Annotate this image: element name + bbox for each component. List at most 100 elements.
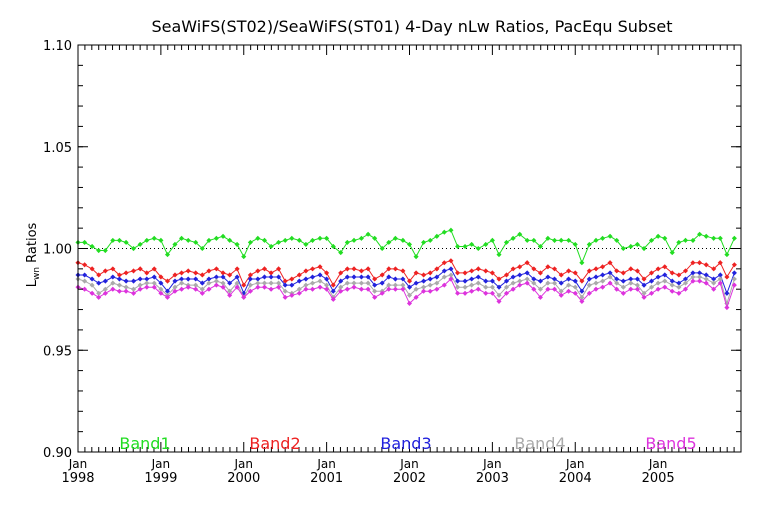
data-point-band5 (496, 298, 502, 304)
data-point-band1 (524, 237, 530, 243)
data-point-band1 (455, 243, 461, 249)
data-point-band2 (614, 268, 620, 274)
data-point-band4 (365, 280, 371, 286)
data-point-band2 (421, 272, 427, 278)
data-point-band2 (392, 266, 398, 272)
data-point-band2 (220, 270, 226, 276)
y-tick-label: 1.05 (43, 141, 72, 156)
data-point-band3 (220, 274, 226, 280)
data-point-band1 (648, 237, 655, 243)
data-point-band5 (289, 292, 295, 298)
x-tick-month-label: Jan (399, 457, 419, 471)
legend-band1: Band1 (119, 434, 170, 453)
data-point-band5 (276, 284, 282, 290)
data-point-band3 (655, 274, 661, 280)
data-point-band2 (483, 268, 489, 274)
data-point-band3 (475, 274, 481, 280)
x-tick-year-label: 1999 (144, 471, 177, 486)
data-point-band3 (137, 276, 143, 282)
data-point-band3 (102, 278, 108, 284)
data-point-band5 (330, 296, 336, 302)
data-point-band5 (130, 290, 137, 296)
data-point-band3 (406, 284, 413, 290)
data-point-band2 (324, 270, 330, 276)
data-point-band2 (731, 262, 737, 268)
data-point-band3 (455, 278, 461, 284)
data-point-band1 (330, 243, 336, 249)
data-point-band3 (344, 274, 350, 280)
data-point-band2 (489, 270, 495, 276)
data-point-band5 (151, 284, 157, 290)
data-point-band5 (137, 286, 143, 292)
data-point-band5 (282, 294, 288, 300)
data-point-band4 (662, 278, 668, 284)
data-point-band5 (261, 284, 268, 290)
data-point-band2 (531, 266, 537, 272)
data-point-band2 (696, 260, 703, 266)
data-point-band3 (392, 276, 398, 282)
data-point-band4 (255, 280, 261, 286)
data-point-band4 (268, 280, 274, 286)
data-point-band2 (282, 278, 288, 284)
data-point-band3 (566, 276, 572, 282)
x-tick-year-label: 2001 (310, 471, 343, 486)
data-point-band5 (234, 284, 240, 290)
data-point-band3 (324, 276, 330, 282)
data-point-band4 (531, 280, 537, 286)
data-point-band5 (434, 286, 440, 292)
data-point-band1 (372, 235, 378, 241)
data-point-band4 (641, 290, 647, 296)
data-point-band4 (537, 286, 543, 292)
data-point-band4 (199, 286, 205, 292)
data-point-band1 (303, 241, 309, 247)
data-point-band3 (620, 278, 626, 284)
y-tick-label: 1.10 (43, 39, 72, 54)
data-point-band3 (386, 274, 392, 280)
data-point-band4 (489, 284, 495, 290)
data-point-band5 (572, 290, 578, 296)
data-point-band1 (116, 237, 123, 243)
data-point-band3 (448, 266, 454, 272)
data-point-band1 (392, 235, 398, 241)
data-point-band1 (483, 241, 489, 247)
data-point-band1 (717, 235, 723, 241)
x-tick-year-label: 2000 (227, 471, 260, 486)
data-point-band3 (703, 272, 709, 278)
data-point-band5 (227, 292, 233, 298)
data-point-band5 (662, 284, 668, 290)
data-point-band4 (193, 282, 199, 288)
data-point-band2 (344, 266, 350, 272)
data-point-band4 (682, 280, 689, 286)
data-point-band4 (137, 282, 143, 288)
data-point-band4 (247, 282, 253, 288)
data-point-band5 (641, 294, 647, 300)
data-point-band1 (151, 235, 157, 241)
data-point-band3 (579, 288, 585, 294)
data-point-band2 (496, 276, 502, 282)
data-point-band5 (648, 290, 655, 296)
data-point-band3 (489, 278, 495, 284)
data-point-band2 (303, 268, 309, 274)
data-point-band5 (717, 280, 723, 286)
data-point-band3 (110, 274, 116, 280)
data-point-band2 (227, 272, 233, 278)
data-point-band4 (462, 284, 468, 290)
data-point-band3 (400, 276, 406, 282)
data-point-band4 (455, 284, 461, 290)
data-point-band5 (351, 284, 357, 290)
data-point-band1 (517, 231, 523, 237)
data-point-band3 (413, 280, 419, 286)
data-point-band1 (586, 241, 592, 247)
y-tick-label: 0.90 (43, 446, 72, 461)
data-point-band5 (593, 286, 599, 292)
data-point-band3 (282, 282, 288, 288)
data-point-band4 (158, 286, 164, 292)
data-point-band1 (406, 241, 413, 247)
data-point-band1 (566, 237, 572, 243)
data-point-band5 (96, 294, 102, 300)
data-point-band1 (206, 237, 212, 243)
data-point-band5 (724, 304, 730, 311)
data-point-band4 (503, 284, 510, 290)
legend-band5: Band5 (645, 434, 696, 453)
data-point-band5 (386, 286, 392, 292)
